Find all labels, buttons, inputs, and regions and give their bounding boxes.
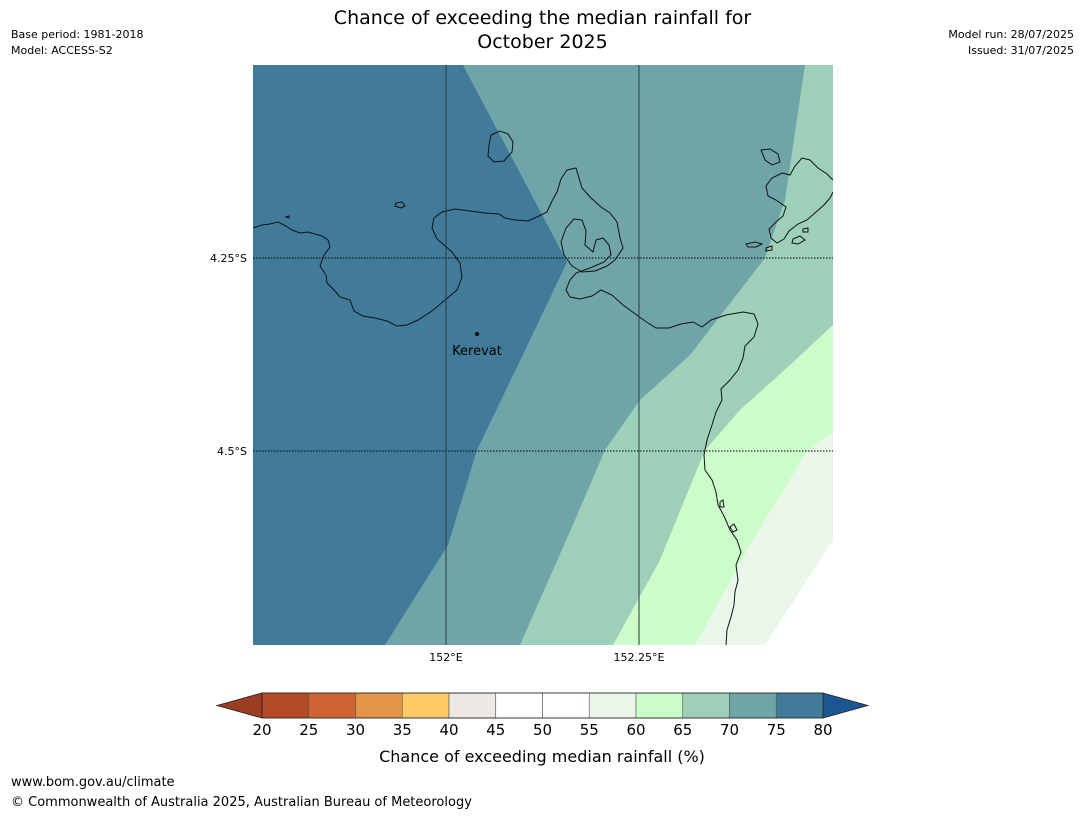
colorbar-bin [495, 692, 543, 719]
colorbar-bin [775, 692, 824, 719]
model-run-date: Model run: 28/07/2025 [948, 28, 1074, 41]
place-label-kerevat: Kerevat [452, 344, 502, 359]
base-period: Base period: 1981-2018 [11, 28, 144, 41]
footer-copyright: © Commonwealth of Australia 2025, Austra… [11, 795, 472, 810]
colorbar-tick-label: 75 [767, 721, 786, 739]
colorbar-tick-label: 20 [252, 721, 271, 739]
colorbar-bin [355, 692, 403, 719]
colorbar-tick-label: 80 [813, 721, 832, 739]
model-name: Model: ACCESS-S2 [11, 44, 113, 57]
colorbar-bin [729, 692, 777, 719]
colorbar-bin [682, 692, 730, 719]
colorbar-tick-label: 45 [486, 721, 505, 739]
colorbar-tick-label: 40 [439, 721, 458, 739]
lat-label-4-25: 4.25°S [210, 252, 247, 265]
colorbar-tick-label: 65 [673, 721, 692, 739]
longitude-gridlines [445, 65, 640, 645]
band-50-55 [765, 540, 833, 645]
colorbar-bin [448, 692, 497, 719]
colorbar-bin [401, 692, 450, 719]
colorbar-tick-label: 35 [393, 721, 412, 739]
chart-title: Chance of exceeding the median rainfall … [0, 6, 1085, 54]
colorbar-bin [635, 692, 684, 719]
title-line-2: October 2025 [477, 31, 608, 53]
colorbar-bin [542, 692, 590, 719]
footer-url[interactable]: www.bom.gov.au/climate [11, 775, 175, 790]
kerevat-marker [475, 332, 479, 336]
colorbar-title: Chance of exceeding median rainfall (%) [379, 747, 705, 766]
probability-bands [253, 65, 833, 645]
colorbar-tick-label: 70 [720, 721, 739, 739]
coastline [253, 130, 833, 645]
lon-label-152: 152°E [429, 651, 462, 664]
colorbar-bin [588, 692, 637, 719]
issued-date: Issued: 31/07/2025 [967, 44, 1074, 57]
run-info: Model run: 28/07/2025 Issued: 31/07/2025 [948, 27, 1074, 59]
colorbar-under-arrow [215, 692, 263, 719]
lat-label-4-5: 4.5°S [217, 445, 247, 458]
title-line-1: Chance of exceeding the median rainfall … [333, 7, 752, 29]
colorbar-tick-label: 25 [299, 721, 318, 739]
band-55-60 [695, 432, 833, 645]
lon-label-152-25: 152.25°E [614, 651, 665, 664]
colorbar-tick-label: 50 [533, 721, 552, 739]
colorbar-tick-label: 30 [346, 721, 365, 739]
colorbar-bin [261, 692, 310, 719]
colorbar-bin [308, 692, 356, 719]
model-info: Base period: 1981-2018 Model: ACCESS-S2 [11, 27, 143, 59]
colorbar: 20 25 30 35 40 45 50 55 60 65 70 75 80 [215, 692, 870, 739]
latitude-gridlines [253, 257, 833, 452]
colorbar-tick-label: 60 [626, 721, 645, 739]
colorbar-over-arrow [822, 692, 870, 719]
colorbar-frame [261, 692, 824, 719]
colorbar-tick-label: 55 [580, 721, 599, 739]
